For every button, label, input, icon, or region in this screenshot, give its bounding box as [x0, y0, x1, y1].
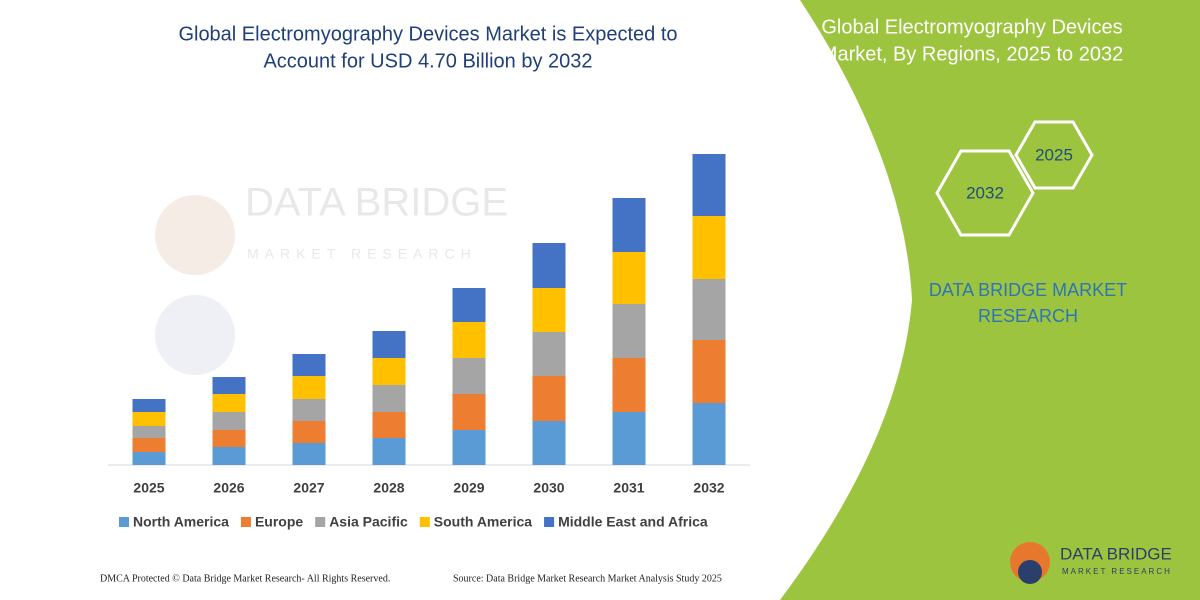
bar-segment: [532, 288, 566, 332]
x-tick-label: 2027: [293, 480, 324, 496]
logo-tagline: MARKET RESEARCH: [1062, 567, 1172, 576]
bar-segment: [692, 154, 726, 216]
bar-segment: [292, 376, 326, 399]
hexagon-label: 2032: [966, 183, 1004, 202]
legend-swatch: [315, 517, 326, 527]
x-tick-label: 2025: [133, 480, 164, 496]
legend-label: Europe: [255, 514, 303, 530]
bar-segment: [372, 358, 406, 385]
x-tick-label: 2031: [613, 480, 644, 496]
x-tick-label: 2030: [533, 480, 564, 496]
logo-icon: [1018, 560, 1042, 584]
watermark-icon: [155, 295, 235, 375]
bar-segment: [452, 394, 486, 430]
bar-segment: [612, 304, 646, 358]
bar-segment: [132, 426, 166, 438]
watermark-icon: [155, 195, 235, 275]
green-panel: [780, 0, 1200, 600]
hexagon: [935, 149, 1035, 237]
bar-segment: [452, 358, 486, 394]
panel-brand: DATA BRIDGE MARKET: [929, 280, 1127, 300]
bar-segment: [212, 430, 246, 447]
hexagon: [1014, 120, 1094, 190]
bar-segment: [372, 438, 406, 465]
bar-segment: [612, 252, 646, 304]
bar-segment: [612, 412, 646, 465]
x-tick-label: 2028: [373, 480, 404, 496]
panel-brand: RESEARCH: [978, 306, 1078, 326]
panel-title: Market, By Regions, 2025 to 2032: [821, 43, 1123, 65]
bar-segment: [212, 412, 246, 430]
bar-segment: [452, 430, 486, 465]
hexagon-label: 2025: [1035, 145, 1073, 164]
bar-segment: [532, 376, 566, 421]
footer-copyright: DMCA Protected © Data Bridge Market Rese…: [100, 573, 390, 584]
legend-label: Middle East and Africa: [558, 514, 708, 530]
bar-segment: [612, 198, 646, 252]
panel-title: Global Electromyography Devices: [821, 16, 1122, 38]
x-tick-label: 2032: [693, 480, 724, 496]
bar-segment: [692, 340, 726, 403]
watermark-tagline: MARKET RESEARCH: [247, 246, 477, 262]
chart-title: Global Electromyography Devices Market i…: [178, 23, 677, 45]
bar-segment: [372, 412, 406, 438]
bar-segment: [692, 216, 726, 279]
bar-segment: [292, 443, 326, 465]
legend-swatch: [119, 517, 129, 527]
legend-label: Asia Pacific: [329, 514, 408, 530]
bar-segment: [372, 385, 406, 412]
watermark-name: DATA BRIDGE: [245, 181, 508, 225]
bar-segment: [212, 377, 246, 394]
bar-segment: [692, 403, 726, 465]
legend-swatch: [419, 517, 430, 527]
bar-segment: [132, 412, 166, 426]
bar-segment: [132, 438, 166, 452]
bar-segment: [212, 447, 246, 465]
bar-segment: [532, 243, 566, 288]
bar-segment: [292, 399, 326, 421]
footer-source: Source: Data Bridge Market Research Mark…: [453, 573, 722, 584]
bar-segment: [292, 421, 326, 443]
legend-label: North America: [133, 514, 229, 530]
legend-label: South America: [434, 514, 532, 530]
bar-segment: [612, 358, 646, 412]
bar-segment: [372, 331, 406, 358]
x-tick-label: 2026: [213, 480, 244, 496]
bar-segment: [692, 279, 726, 340]
logo-name: DATA BRIDGE: [1060, 544, 1172, 563]
chart-title: Account for USD 4.70 Billion by 2032: [263, 50, 592, 72]
bar-segment: [532, 332, 566, 376]
x-tick-label: 2029: [453, 480, 484, 496]
bar-segment: [532, 421, 566, 465]
bar-segment: [452, 322, 486, 358]
logo: DATA BRIDGE MARKET RESEARCH: [1010, 542, 1172, 584]
bar-segment: [132, 452, 166, 465]
watermark: DATA BRIDGE MARKET RESEARCH: [155, 181, 508, 375]
bar-segment: [132, 399, 166, 412]
bar-segment: [212, 394, 246, 412]
bar-segment: [292, 354, 326, 376]
legend-swatch: [240, 517, 251, 527]
legend-swatch: [544, 517, 555, 527]
bar-segment: [452, 288, 486, 322]
